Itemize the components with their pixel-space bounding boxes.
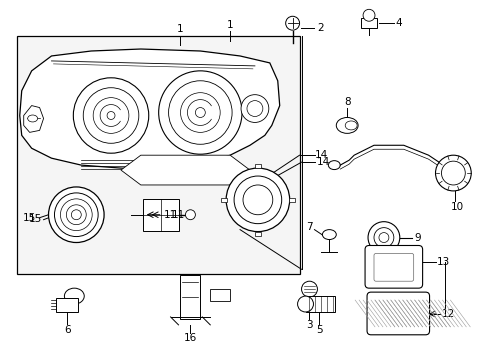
Circle shape	[180, 93, 220, 132]
Text: 14: 14	[316, 157, 329, 167]
Circle shape	[241, 95, 268, 122]
Polygon shape	[20, 49, 279, 170]
Text: 2: 2	[316, 23, 323, 33]
Text: 12: 12	[441, 309, 454, 319]
Circle shape	[83, 88, 139, 143]
Circle shape	[246, 100, 263, 117]
Bar	[360, 18, 376, 28]
FancyBboxPatch shape	[365, 246, 422, 288]
Circle shape	[107, 112, 115, 120]
Circle shape	[378, 233, 388, 243]
Polygon shape	[24, 105, 43, 132]
Circle shape	[225, 168, 289, 231]
Ellipse shape	[327, 161, 340, 170]
Text: 9: 9	[413, 233, 420, 243]
Ellipse shape	[28, 115, 38, 122]
Circle shape	[48, 187, 104, 243]
FancyBboxPatch shape	[373, 253, 413, 281]
Text: 6: 6	[64, 325, 71, 335]
Circle shape	[195, 108, 205, 117]
Circle shape	[185, 210, 195, 220]
Text: 5: 5	[315, 325, 322, 335]
Text: 16: 16	[183, 333, 197, 343]
Text: 14: 14	[314, 150, 327, 160]
Bar	[254, 164, 260, 168]
Text: 11: 11	[172, 210, 185, 220]
Bar	[142, 199, 178, 231]
FancyBboxPatch shape	[366, 292, 428, 335]
Circle shape	[435, 155, 470, 191]
Text: 11: 11	[163, 210, 177, 220]
Text: 13: 13	[436, 257, 449, 267]
Bar	[221, 198, 226, 202]
Ellipse shape	[64, 288, 84, 304]
Text: 3: 3	[305, 320, 312, 330]
Circle shape	[168, 81, 232, 144]
Bar	[305, 296, 335, 312]
Circle shape	[373, 228, 393, 247]
Bar	[17, 36, 299, 274]
Ellipse shape	[322, 230, 336, 239]
Ellipse shape	[336, 117, 357, 133]
Circle shape	[93, 98, 129, 133]
Circle shape	[297, 296, 313, 312]
Text: 15: 15	[23, 213, 36, 223]
Bar	[254, 231, 260, 235]
Bar	[56, 298, 78, 312]
Circle shape	[158, 71, 242, 154]
Bar	[288, 198, 294, 202]
Bar	[210, 289, 230, 301]
Text: 10: 10	[450, 202, 463, 212]
Bar	[180, 275, 200, 319]
Text: 7: 7	[305, 222, 312, 231]
Polygon shape	[121, 155, 249, 185]
Circle shape	[243, 185, 272, 215]
Circle shape	[441, 161, 464, 185]
Text: 1: 1	[226, 20, 233, 30]
Circle shape	[367, 222, 399, 253]
Text: 8: 8	[343, 96, 350, 107]
Text: 1: 1	[177, 24, 183, 34]
Circle shape	[73, 78, 148, 153]
Circle shape	[301, 281, 317, 297]
Circle shape	[234, 176, 281, 224]
Circle shape	[362, 9, 374, 21]
Text: 15: 15	[29, 214, 42, 224]
Text: 4: 4	[395, 18, 401, 28]
Ellipse shape	[345, 121, 356, 130]
Circle shape	[285, 16, 299, 30]
